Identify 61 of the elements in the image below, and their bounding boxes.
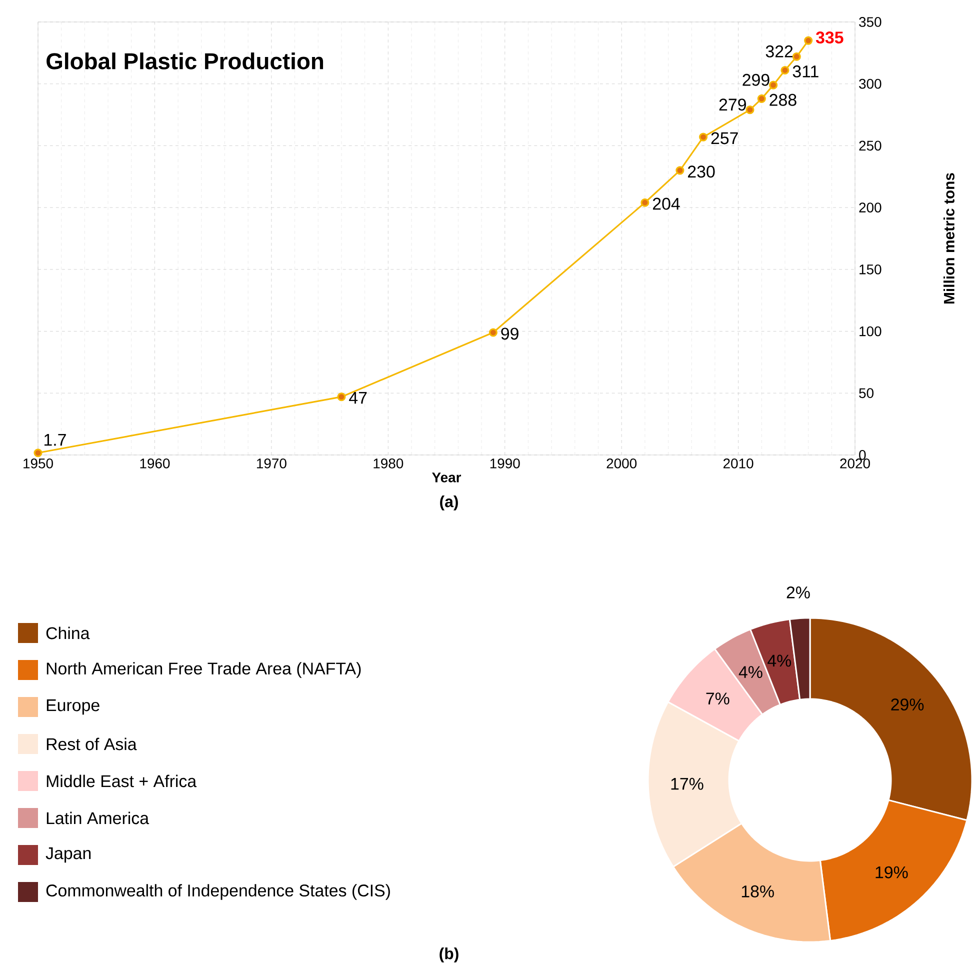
data-label: 2% [786,586,810,598]
x-tick-label: 1950 [24,458,53,468]
x-tick-label: 2010 [723,458,754,468]
data-label: 230 [688,166,715,178]
x-tick-label: 1960 [140,458,170,468]
y-tick-label: 100 [860,326,882,336]
data-label: 299 [742,74,770,86]
data-label: 18% [742,885,774,898]
legend-label: Japan [46,847,91,863]
data-label: 47 [349,392,367,404]
point [769,80,778,90]
data-label: 335 [816,32,844,44]
x-tick-label: 1980 [374,458,404,468]
data-label: 257 [711,132,738,144]
data-label: 4% [738,666,762,678]
data-label: 4% [768,654,792,667]
data-label: 29% [891,698,924,711]
y-tick-label: 0 [859,450,866,460]
point [676,166,684,175]
point [792,52,801,61]
data-label: 311 [792,65,818,78]
data-label: 1.7 [44,434,66,446]
y-tick-label: 250 [859,140,882,151]
point [640,198,650,207]
y-axis-title: Million metric tons [943,173,954,304]
text: (a) [440,496,458,510]
data-label: 99 [501,328,518,340]
legend-label: Latin America [46,812,150,824]
data-label: 204 [652,198,680,210]
point [488,328,498,337]
point [780,66,790,75]
x-tick-label: 2000 [606,458,637,468]
legend-label: Commonwealth of Independence States (CIS) [46,884,390,900]
y-tick-label: 350 [859,17,882,27]
legend-label: Middle East + Africa [46,774,197,788]
y-tick-label: 150 [860,264,882,274]
legend-label: Europe [46,699,100,715]
data-label: 7% [706,692,730,704]
data-label: 17% [671,778,704,790]
text: (b) [440,948,458,962]
point [746,106,754,114]
legend-label: China [46,626,90,640]
data-label: 279 [719,98,746,111]
point [698,132,708,142]
point [757,94,766,103]
y-tick-label: 50 [859,388,874,398]
x-tick-label: 1970 [256,458,286,468]
point [337,392,346,402]
text: Global Plastic Production [46,52,324,70]
legend-label: Rest of Asia [46,738,137,750]
data-label: 288 [770,94,796,106]
x-axis-title: Year [432,472,462,482]
data-label: 19% [876,866,908,878]
x-tick-label: 1990 [490,458,520,468]
y-tick-label: 200 [859,202,882,212]
y-tick-label: 300 [859,78,882,89]
data-label: 322 [766,45,793,58]
legend-label: North American Free Trade Area (NAFTA) [46,662,361,678]
x-tick-label: 2020 [840,458,870,468]
point [34,448,42,458]
point [804,36,813,45]
